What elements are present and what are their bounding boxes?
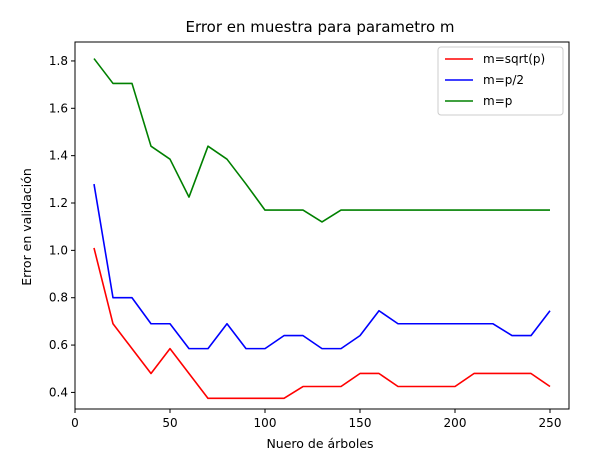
y-tick-label: 1.0 bbox=[49, 243, 68, 257]
legend-box bbox=[437, 46, 564, 116]
x-axis-title: Nuero de árboles bbox=[266, 436, 373, 451]
x-tick-label: 100 bbox=[254, 416, 277, 430]
y-tick-label: 1.4 bbox=[49, 149, 68, 163]
x-tick-label: 150 bbox=[349, 416, 372, 430]
legend: m=sqrt(p) m=p/2 m=p bbox=[437, 46, 564, 116]
series-line-3 bbox=[93, 58, 550, 223]
plot-area: 0 50 100 150 200 250 0.4 0.6 0.8 1.0 1.2 1.4 1.6 1.8 bbox=[49, 41, 570, 430]
x-tick-label: 50 bbox=[162, 416, 177, 430]
x-tick-label: 200 bbox=[444, 416, 467, 430]
series-line-2 bbox=[93, 183, 551, 350]
legend-label-3: m=p bbox=[483, 94, 512, 108]
x-tick-label: 250 bbox=[539, 416, 562, 430]
y-axis-title: Error en validación bbox=[19, 168, 34, 286]
legend-label-1: m=sqrt(p) bbox=[483, 52, 545, 66]
x-tick-label: 0 bbox=[71, 416, 79, 430]
y-tick-label: 1.6 bbox=[49, 101, 68, 115]
y-tick-label: 0.6 bbox=[49, 338, 68, 352]
y-tick-label: 0.4 bbox=[49, 385, 68, 399]
y-tick-label: 1.2 bbox=[49, 196, 68, 210]
chart-title: Error en muestra para parametro m bbox=[185, 18, 454, 36]
y-tick-label: 1.8 bbox=[49, 54, 68, 68]
legend-label-2: m=p/2 bbox=[483, 73, 524, 87]
plot-frame bbox=[74, 41, 570, 410]
y-tick-label: 0.8 bbox=[49, 291, 68, 305]
series-line-1 bbox=[93, 247, 551, 400]
